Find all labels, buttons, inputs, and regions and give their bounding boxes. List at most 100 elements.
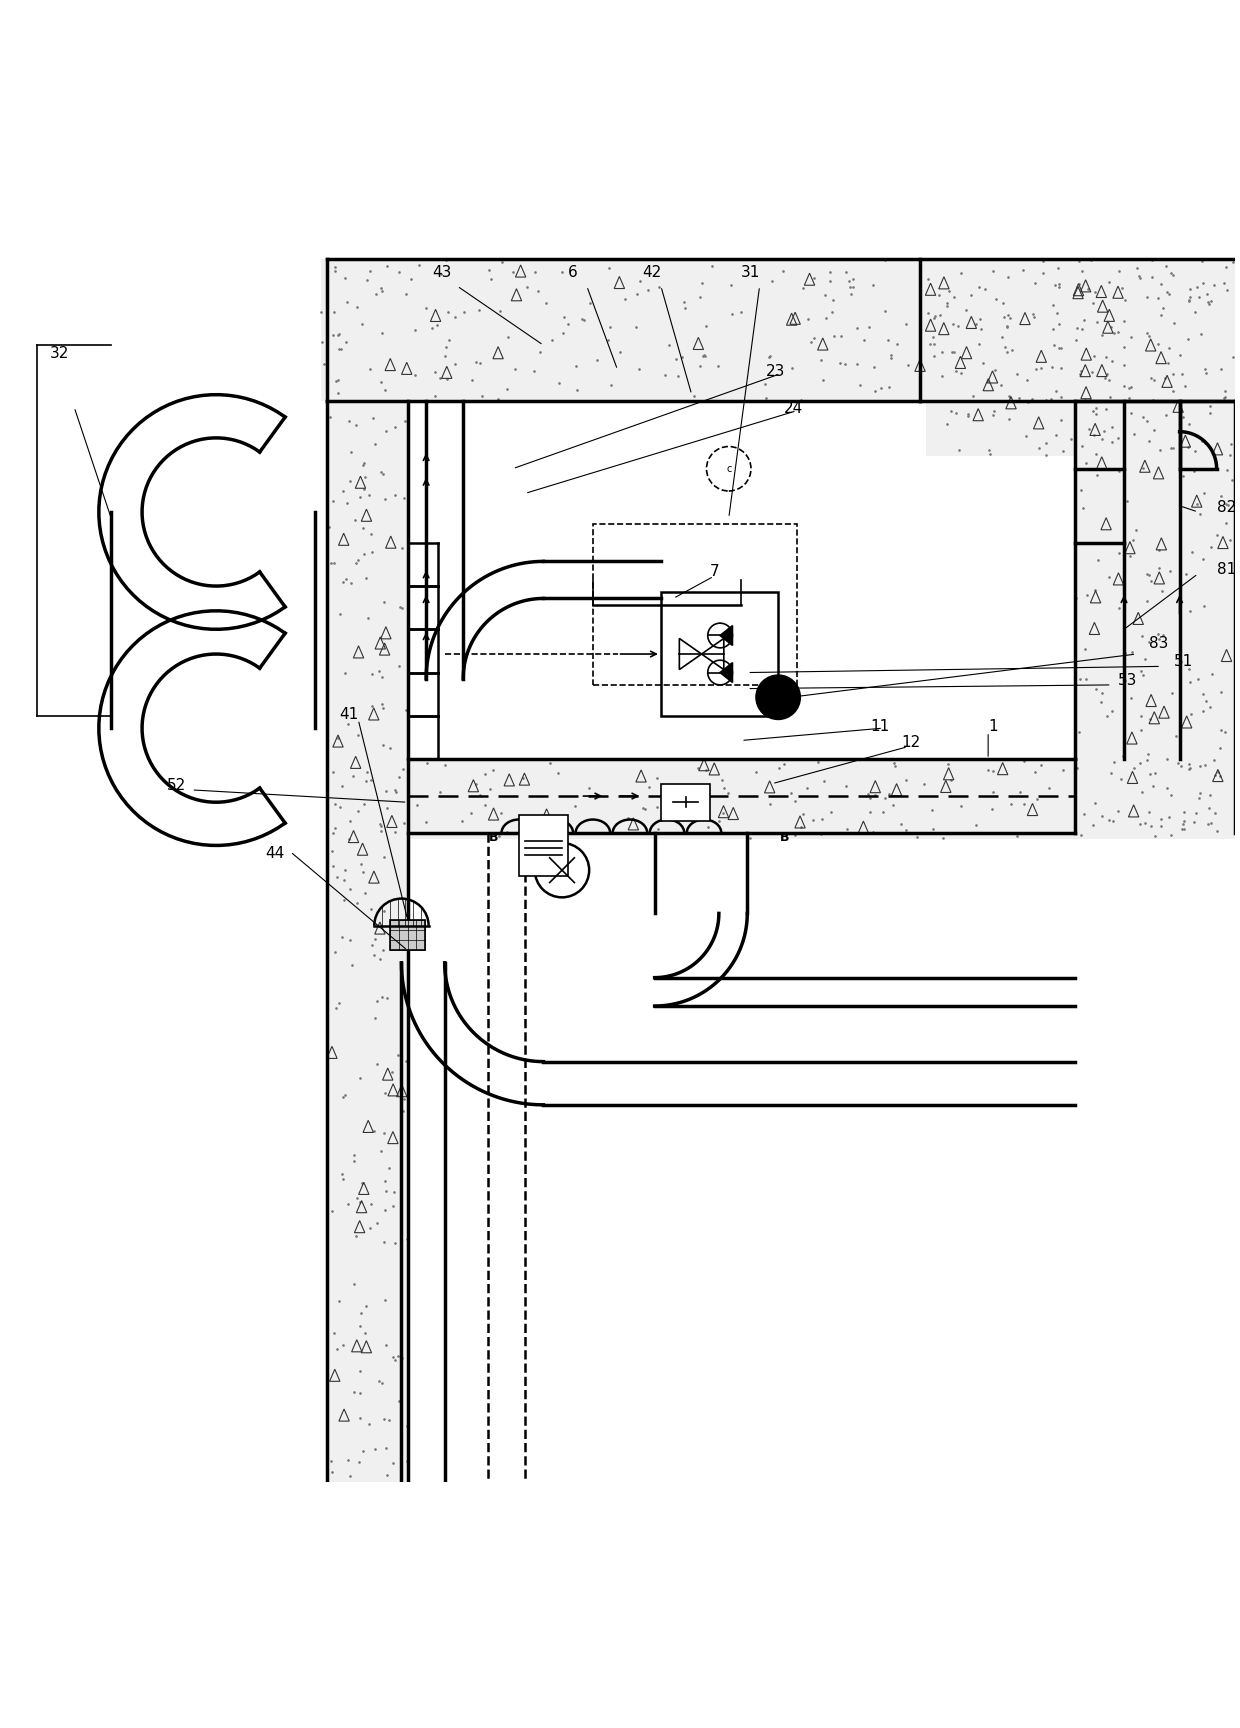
Point <box>1151 301 1171 328</box>
Point <box>887 330 906 358</box>
Point <box>924 330 944 358</box>
Bar <box>321 259 1235 401</box>
Point <box>1085 278 1105 306</box>
Point <box>746 759 766 786</box>
Point <box>1086 441 1106 468</box>
Point <box>1052 354 1071 382</box>
Point <box>1109 458 1128 486</box>
Point <box>769 755 789 783</box>
Point <box>372 276 392 304</box>
Point <box>1178 434 1198 461</box>
Bar <box>518 814 568 876</box>
Point <box>542 327 562 354</box>
Point <box>350 1379 370 1407</box>
Point <box>1101 313 1121 340</box>
Point <box>340 468 360 496</box>
Point <box>1086 401 1106 429</box>
Text: c: c <box>727 463 732 473</box>
Point <box>445 304 465 332</box>
Point <box>666 346 686 373</box>
Point <box>1141 365 1161 392</box>
Point <box>330 335 350 363</box>
Point <box>339 408 358 435</box>
Point <box>372 368 392 396</box>
Point <box>377 1178 397 1206</box>
Point <box>1184 299 1204 327</box>
Point <box>801 328 821 356</box>
Point <box>526 257 546 285</box>
Point <box>1220 527 1240 555</box>
Point <box>942 309 962 337</box>
Point <box>394 809 414 836</box>
Point <box>1153 622 1173 650</box>
Point <box>1053 437 1073 465</box>
Point <box>1195 356 1215 384</box>
Point <box>337 1446 357 1474</box>
Text: 41: 41 <box>340 707 358 722</box>
Point <box>884 753 904 781</box>
Point <box>332 923 352 950</box>
Point <box>1205 798 1225 826</box>
Point <box>373 695 393 722</box>
Point <box>635 795 655 823</box>
Point <box>1172 361 1192 389</box>
Point <box>1109 539 1128 567</box>
Point <box>692 270 712 297</box>
Point <box>1179 287 1199 314</box>
Point <box>357 759 377 786</box>
Point <box>386 413 405 441</box>
Point <box>470 781 490 809</box>
Point <box>1070 665 1090 693</box>
Point <box>1076 449 1096 477</box>
Point <box>360 1410 379 1438</box>
Point <box>579 289 599 316</box>
Bar <box>391 919 425 950</box>
Point <box>1156 401 1176 429</box>
Text: 6: 6 <box>568 266 578 280</box>
Point <box>362 660 382 688</box>
Point <box>1120 543 1140 570</box>
Point <box>985 356 1004 384</box>
Point <box>376 418 396 446</box>
Point <box>755 384 775 411</box>
Point <box>525 358 544 385</box>
Point <box>1085 788 1105 816</box>
Point <box>1208 520 1228 548</box>
Point <box>1022 385 1042 413</box>
Point <box>330 600 350 627</box>
Point <box>1221 430 1240 458</box>
Point <box>325 938 345 966</box>
Point <box>356 767 376 795</box>
Point <box>347 722 367 750</box>
Point <box>1049 254 1069 282</box>
Point <box>1017 366 1037 394</box>
Point <box>966 311 986 339</box>
Point <box>1035 387 1055 415</box>
Point <box>1047 377 1066 404</box>
Point <box>531 339 551 366</box>
Text: 42: 42 <box>642 266 661 280</box>
Point <box>1053 755 1073 783</box>
Point <box>849 372 869 399</box>
Point <box>1162 679 1182 707</box>
Point <box>332 1159 352 1187</box>
Point <box>925 304 945 332</box>
Point <box>1140 427 1159 454</box>
Point <box>944 283 963 311</box>
Point <box>1158 804 1178 831</box>
Point <box>875 247 895 275</box>
Point <box>884 750 904 778</box>
Point <box>1075 385 1095 413</box>
Point <box>384 776 404 804</box>
Point <box>393 1097 413 1125</box>
Point <box>1197 359 1216 387</box>
Point <box>1047 420 1066 448</box>
Point <box>376 1196 396 1223</box>
Point <box>1161 781 1180 809</box>
Point <box>1084 810 1104 838</box>
Point <box>999 382 1019 410</box>
Point <box>732 297 751 325</box>
Point <box>377 1434 397 1462</box>
Point <box>688 776 708 804</box>
Point <box>879 373 899 401</box>
